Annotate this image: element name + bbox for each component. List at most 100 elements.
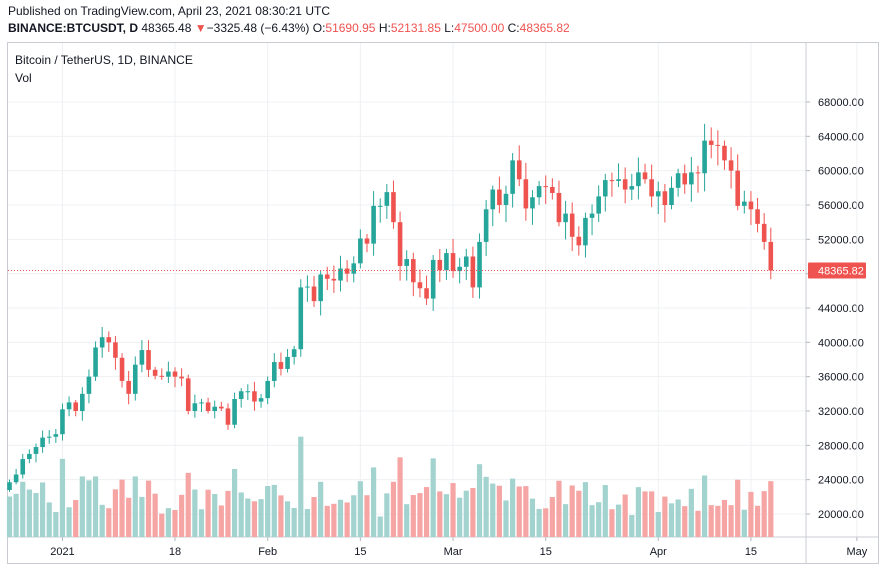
- last-price-badge: [808, 262, 866, 279]
- volume-bar: [79, 476, 85, 537]
- volume-bar: [543, 508, 549, 537]
- candle-body: [33, 447, 39, 454]
- candle-body: [497, 189, 502, 205]
- x-tick-label: 2021: [50, 546, 74, 558]
- candle-body: [523, 179, 529, 209]
- candle-body: [106, 337, 112, 343]
- candle-body: [225, 408, 231, 425]
- candle-body: [695, 172, 701, 174]
- price-change: −3325.48 (−6.43%): [206, 21, 310, 35]
- candle-body: [146, 350, 151, 370]
- candle-body: [179, 376, 184, 379]
- candle-body: [742, 201, 747, 206]
- volume-bar: [536, 508, 542, 537]
- y-tick-label: 24000.00: [818, 475, 864, 487]
- candle-body: [252, 391, 257, 402]
- candle-body: [113, 342, 118, 358]
- volume-bar: [410, 495, 416, 537]
- candle-body: [616, 179, 621, 181]
- high-value: 52131.85: [390, 21, 441, 35]
- volume-bar: [20, 481, 26, 537]
- candle-body: [364, 238, 370, 244]
- volume-bar: [450, 483, 456, 537]
- volume-bar: [768, 481, 774, 537]
- volume-bar: [516, 486, 522, 537]
- volume-bar: [582, 482, 589, 537]
- volume-bar: [179, 494, 185, 537]
- volume-bar: [212, 493, 218, 537]
- volume-bar: [251, 501, 258, 537]
- candle-body: [305, 286, 310, 288]
- candle-body: [278, 362, 284, 369]
- candle-body: [205, 402, 211, 411]
- close-value: 48365.82: [519, 21, 570, 35]
- candle-body: [655, 191, 661, 197]
- volume-bar: [728, 505, 734, 537]
- volume-bar: [106, 508, 112, 537]
- volume-bar: [324, 505, 330, 537]
- candle-body: [40, 437, 45, 448]
- candle-body: [503, 193, 509, 205]
- candle-body: [404, 259, 409, 266]
- x-tick-label: Apr: [650, 546, 667, 558]
- candle-body: [377, 205, 383, 207]
- y-tick-label: 32000.00: [818, 406, 864, 418]
- volume-bar: [741, 509, 747, 537]
- candle-body: [450, 253, 456, 272]
- candle-body: [318, 274, 323, 302]
- volume-bar: [331, 503, 337, 537]
- volume-bar: [139, 496, 145, 537]
- volume-bar: [13, 493, 19, 537]
- volume-bar: [695, 510, 701, 537]
- volume-bar: [377, 516, 383, 537]
- candle-body: [569, 213, 575, 237]
- volume-bar: [443, 494, 450, 537]
- candle-body: [172, 371, 178, 377]
- volume-bar: [53, 511, 59, 537]
- candle-body: [80, 393, 85, 411]
- volume-bar: [576, 490, 582, 537]
- volume-bar: [761, 491, 767, 537]
- volume-bar: [682, 506, 688, 537]
- candle-body: [536, 186, 542, 198]
- volume-bar: [351, 495, 357, 537]
- volume-bar: [721, 499, 728, 537]
- last-price-label: 48365.82: [818, 266, 864, 278]
- volume-bar: [86, 480, 92, 537]
- volume-bar: [73, 499, 79, 537]
- volume-bar: [218, 505, 224, 537]
- low-label: L:: [444, 21, 455, 35]
- y-tick-label: 28000.00: [818, 440, 864, 452]
- candle-body: [199, 402, 204, 404]
- volume-bar: [423, 487, 430, 537]
- candle-body: [219, 406, 224, 409]
- high-label: H:: [378, 21, 391, 35]
- candle-body: [331, 278, 337, 281]
- candle-body: [755, 209, 760, 224]
- volume-bar: [609, 509, 615, 537]
- y-tick-label: 40000.00: [818, 337, 864, 349]
- volume-bar: [735, 479, 741, 537]
- candle-body: [13, 474, 19, 483]
- volume-bar: [629, 515, 635, 537]
- candle-body: [371, 205, 376, 244]
- chart-title: Bitcoin / TetherUS, 1D, BINANCE: [15, 53, 193, 67]
- candle-body: [152, 369, 158, 376]
- candle-body: [311, 286, 317, 302]
- y-tick-label: 20000.00: [818, 509, 864, 521]
- candle-body: [245, 391, 251, 393]
- candle-body: [715, 144, 721, 146]
- volume-bar: [649, 491, 655, 537]
- candle-body: [748, 201, 754, 210]
- candle-body: [702, 140, 707, 174]
- volume-bar: [390, 481, 397, 537]
- candle-body: [622, 179, 628, 190]
- volume-bar: [225, 490, 231, 537]
- candle-body: [166, 371, 171, 377]
- volume-bar: [549, 497, 555, 537]
- candle-body: [291, 349, 297, 357]
- chart-frame: [7, 42, 879, 564]
- volume-bar: [198, 509, 205, 537]
- candle-body: [20, 459, 26, 475]
